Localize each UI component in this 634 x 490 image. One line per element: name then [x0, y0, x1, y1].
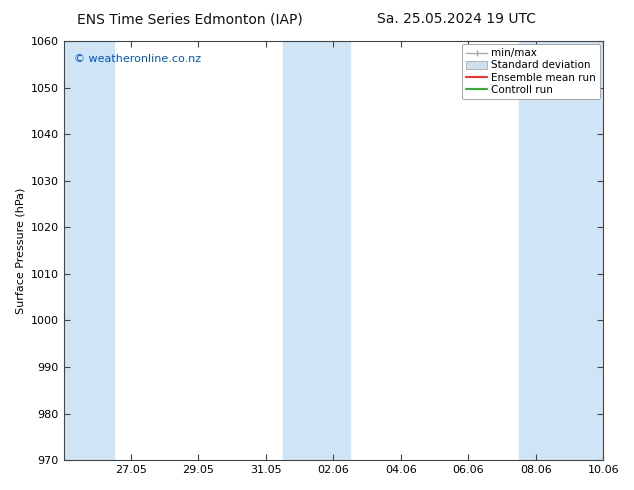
- Text: Sa. 25.05.2024 19 UTC: Sa. 25.05.2024 19 UTC: [377, 12, 536, 26]
- Bar: [63, 41, 114, 460]
- Text: © weatheronline.co.nz: © weatheronline.co.nz: [74, 53, 202, 64]
- Text: ENS Time Series Edmonton (IAP): ENS Time Series Edmonton (IAP): [77, 12, 303, 26]
- Legend: min/max, Standard deviation, Ensemble mean run, Controll run: min/max, Standard deviation, Ensemble me…: [462, 44, 600, 99]
- Bar: [316, 41, 350, 460]
- Y-axis label: Surface Pressure (hPa): Surface Pressure (hPa): [15, 187, 25, 314]
- Bar: [519, 41, 553, 460]
- Bar: [553, 41, 603, 460]
- Bar: [283, 41, 316, 460]
